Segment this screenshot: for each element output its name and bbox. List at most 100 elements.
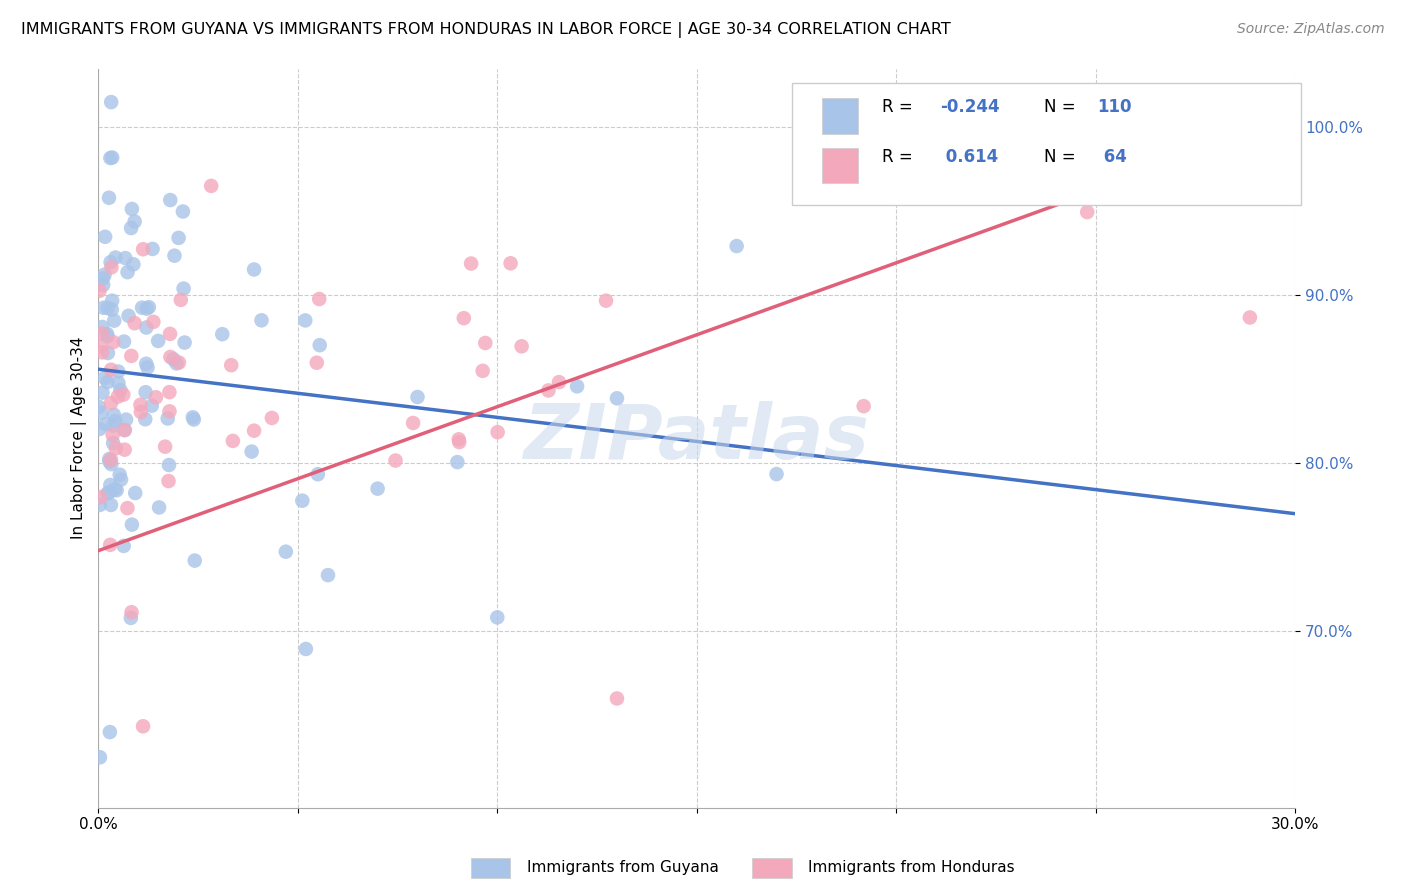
Point — [117, 265, 139, 279]
Point — [308, 292, 330, 306]
Point — [124, 316, 146, 330]
Point — [157, 458, 180, 472]
Point — [548, 375, 571, 389]
Point — [114, 442, 136, 457]
Point — [107, 376, 129, 390]
Point — [101, 428, 124, 442]
Point — [91, 320, 114, 334]
Text: 64: 64 — [1098, 148, 1126, 166]
Point — [94, 417, 117, 432]
Point — [100, 498, 122, 512]
Point — [486, 425, 509, 440]
Point — [402, 416, 425, 430]
Point — [121, 202, 143, 216]
Point — [173, 335, 195, 350]
Point — [606, 392, 628, 406]
Point — [132, 242, 155, 256]
Point — [112, 423, 135, 437]
Point — [97, 301, 120, 315]
Point — [148, 500, 170, 515]
Point — [129, 405, 152, 419]
Point — [107, 365, 129, 379]
Point — [108, 467, 131, 482]
FancyBboxPatch shape — [793, 83, 1301, 205]
Point — [96, 486, 118, 500]
Point — [446, 455, 468, 469]
Point — [211, 327, 233, 342]
Point — [537, 384, 560, 398]
Point — [98, 191, 121, 205]
Point — [307, 467, 329, 482]
Point — [100, 362, 122, 376]
Point — [1084, 123, 1107, 137]
Point — [1204, 145, 1226, 159]
Point — [89, 750, 111, 764]
Point — [166, 356, 188, 370]
Point — [159, 193, 181, 207]
Text: 0.614: 0.614 — [939, 148, 998, 166]
Point — [124, 486, 146, 500]
Point — [89, 490, 111, 504]
Point — [153, 440, 176, 454]
Point — [104, 482, 127, 496]
Point — [100, 260, 122, 275]
Point — [291, 493, 314, 508]
Point — [606, 691, 628, 706]
Point — [103, 313, 125, 327]
Text: Immigrants from Guyana: Immigrants from Guyana — [527, 860, 718, 874]
Text: N =: N = — [1043, 148, 1081, 166]
Point — [98, 478, 121, 492]
Point — [316, 568, 339, 582]
Point — [510, 339, 533, 353]
Point — [132, 719, 155, 733]
Point — [124, 214, 146, 228]
Point — [181, 410, 204, 425]
Point — [97, 375, 120, 389]
Point — [135, 301, 157, 316]
Point — [96, 329, 118, 343]
Text: IMMIGRANTS FROM GUYANA VS IMMIGRANTS FROM HONDURAS IN LABOR FORCE | AGE 30-34 CO: IMMIGRANTS FROM GUYANA VS IMMIGRANTS FRO… — [21, 22, 950, 38]
Text: Source: ZipAtlas.com: Source: ZipAtlas.com — [1237, 22, 1385, 37]
Point — [90, 406, 112, 420]
Point — [250, 313, 273, 327]
Point — [104, 251, 127, 265]
Point — [406, 390, 429, 404]
Point — [112, 387, 135, 401]
Point — [122, 257, 145, 271]
Point — [159, 326, 181, 341]
Point — [98, 452, 121, 467]
Point — [474, 336, 496, 351]
Point — [87, 400, 110, 414]
Point — [852, 399, 875, 413]
Point — [142, 315, 165, 329]
Point — [114, 251, 136, 265]
Point — [93, 268, 115, 282]
Point — [89, 498, 111, 512]
Point — [105, 483, 128, 498]
Point — [471, 364, 494, 378]
Point — [367, 482, 389, 496]
Point — [121, 605, 143, 619]
Point — [308, 338, 330, 352]
Point — [100, 396, 122, 410]
Point — [100, 452, 122, 467]
Point — [172, 204, 194, 219]
Point — [167, 355, 190, 369]
Point — [453, 311, 475, 326]
Y-axis label: In Labor Force | Age 30-34: In Labor Force | Age 30-34 — [72, 337, 87, 540]
Point — [121, 517, 143, 532]
Point — [765, 467, 787, 481]
Point — [136, 360, 159, 375]
Point — [183, 412, 205, 426]
Point — [93, 301, 115, 315]
Point — [159, 350, 181, 364]
Point — [112, 539, 135, 553]
Point — [120, 349, 142, 363]
Text: ZIPatlas: ZIPatlas — [524, 401, 870, 475]
Point — [135, 320, 157, 334]
Point — [163, 249, 186, 263]
Point — [91, 271, 114, 285]
Point — [274, 544, 297, 558]
Point — [595, 293, 617, 308]
Point — [305, 356, 328, 370]
